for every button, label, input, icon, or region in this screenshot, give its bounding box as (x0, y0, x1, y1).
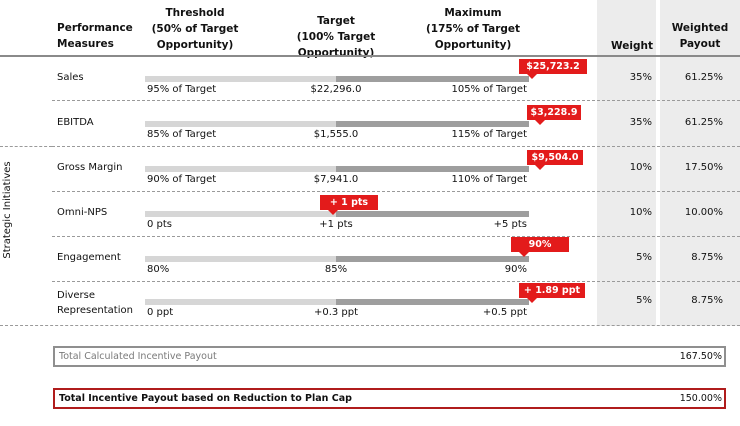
threshold-value: 80% (147, 264, 170, 275)
weight-value: 5% (636, 252, 652, 263)
header-weighted-payout: Weighted Payout (671, 22, 729, 50)
measure-label: Gross Margin (57, 162, 123, 173)
target-value: +0.3 ppt (313, 307, 359, 318)
target-value: 85% (324, 264, 348, 275)
actual-flag: + 1.89 ppt (519, 283, 585, 303)
strategic-initiatives-label: Strategic Initiatives (2, 161, 13, 259)
bar-threshold-target (145, 211, 336, 217)
row-divider (52, 146, 740, 147)
maximum-value: +5 pts (493, 219, 527, 230)
threshold-value: 0 ppt (147, 307, 174, 318)
maximum-value: 90% (504, 264, 527, 275)
bar-target-max (336, 121, 529, 127)
target-value: $1,555.0 (313, 129, 359, 140)
payout-value: 10.00% (684, 207, 723, 218)
threshold-value: 90% of Target (147, 174, 217, 185)
header-rule (0, 55, 740, 57)
measure-label: Diverse Representation (57, 290, 133, 316)
actual-flag: 90% (511, 237, 569, 257)
bar-target-max (336, 256, 529, 262)
actual-flag: $3,228.9 (527, 105, 581, 125)
bar-threshold-target (145, 299, 336, 305)
actual-flag: $25,723.2 (519, 59, 587, 79)
measure-label: Omni-NPS (57, 207, 108, 218)
payout-value: 61.25% (684, 72, 723, 83)
target-value: $7,941.0 (313, 174, 359, 185)
header-maximum: Maximum (175% of Target Opportunity) (425, 7, 521, 51)
table-bottom-divider (0, 325, 740, 326)
weight-value: 35% (629, 72, 652, 83)
measure-label: Engagement (57, 252, 121, 263)
row-divider (52, 236, 740, 237)
header-performance-measures: Performance Measures (57, 22, 133, 50)
header-target: Target (100% Target Opportunity) (296, 15, 376, 59)
bar-threshold-target (145, 256, 336, 262)
payout-value: 61.25% (684, 117, 723, 128)
total-calculated-box: Total Calculated Incentive Payout 167.50… (53, 346, 726, 367)
header-threshold: Threshold (50% of Target Opportunity) (151, 7, 239, 51)
weight-value: 10% (629, 207, 652, 218)
threshold-value: 0 pts (147, 219, 173, 230)
weight-value: 10% (629, 162, 652, 173)
weight-value: 5% (636, 295, 652, 306)
row-divider (52, 100, 740, 101)
maximum-value: 110% of Target (451, 174, 527, 185)
maximum-value: 115% of Target (451, 129, 527, 140)
payout-value: 8.75% (691, 295, 723, 306)
target-value: $22,296.0 (310, 84, 362, 95)
weight-value: 35% (629, 117, 652, 128)
bar-threshold-target (145, 166, 336, 172)
bar-target-max (336, 76, 529, 82)
total-capped-label: Total Incentive Payout based on Reductio… (59, 393, 352, 404)
bar-threshold-target (145, 121, 336, 127)
weight-column-shade (597, 0, 656, 326)
total-capped-box: Total Incentive Payout based on Reductio… (53, 388, 726, 409)
maximum-value: +0.5 ppt (482, 307, 527, 318)
payout-column-shade (660, 0, 740, 326)
target-value: +1 pts (319, 219, 353, 230)
measure-label: Sales (57, 72, 84, 83)
bar-target-max (336, 299, 529, 305)
strategic-bracket (0, 146, 52, 147)
bar-target-max (336, 211, 529, 217)
maximum-value: 105% of Target (451, 84, 527, 95)
bar-target-max (336, 166, 529, 172)
total-calculated-value: 167.50% (679, 351, 722, 362)
total-calculated-label: Total Calculated Incentive Payout (59, 351, 217, 362)
threshold-value: 95% of Target (147, 84, 217, 95)
actual-flag: + 1 pts (320, 195, 378, 215)
threshold-value: 85% of Target (147, 129, 217, 140)
row-divider (52, 281, 740, 282)
total-capped-value: 150.00% (679, 393, 722, 404)
actual-flag: $9,504.0 (527, 150, 583, 170)
measure-label: EBITDA (57, 117, 94, 128)
row-divider (52, 191, 740, 192)
bar-threshold-target (145, 76, 336, 82)
payout-value: 17.50% (684, 162, 723, 173)
header-weight: Weight (611, 40, 653, 52)
payout-value: 8.75% (691, 252, 723, 263)
